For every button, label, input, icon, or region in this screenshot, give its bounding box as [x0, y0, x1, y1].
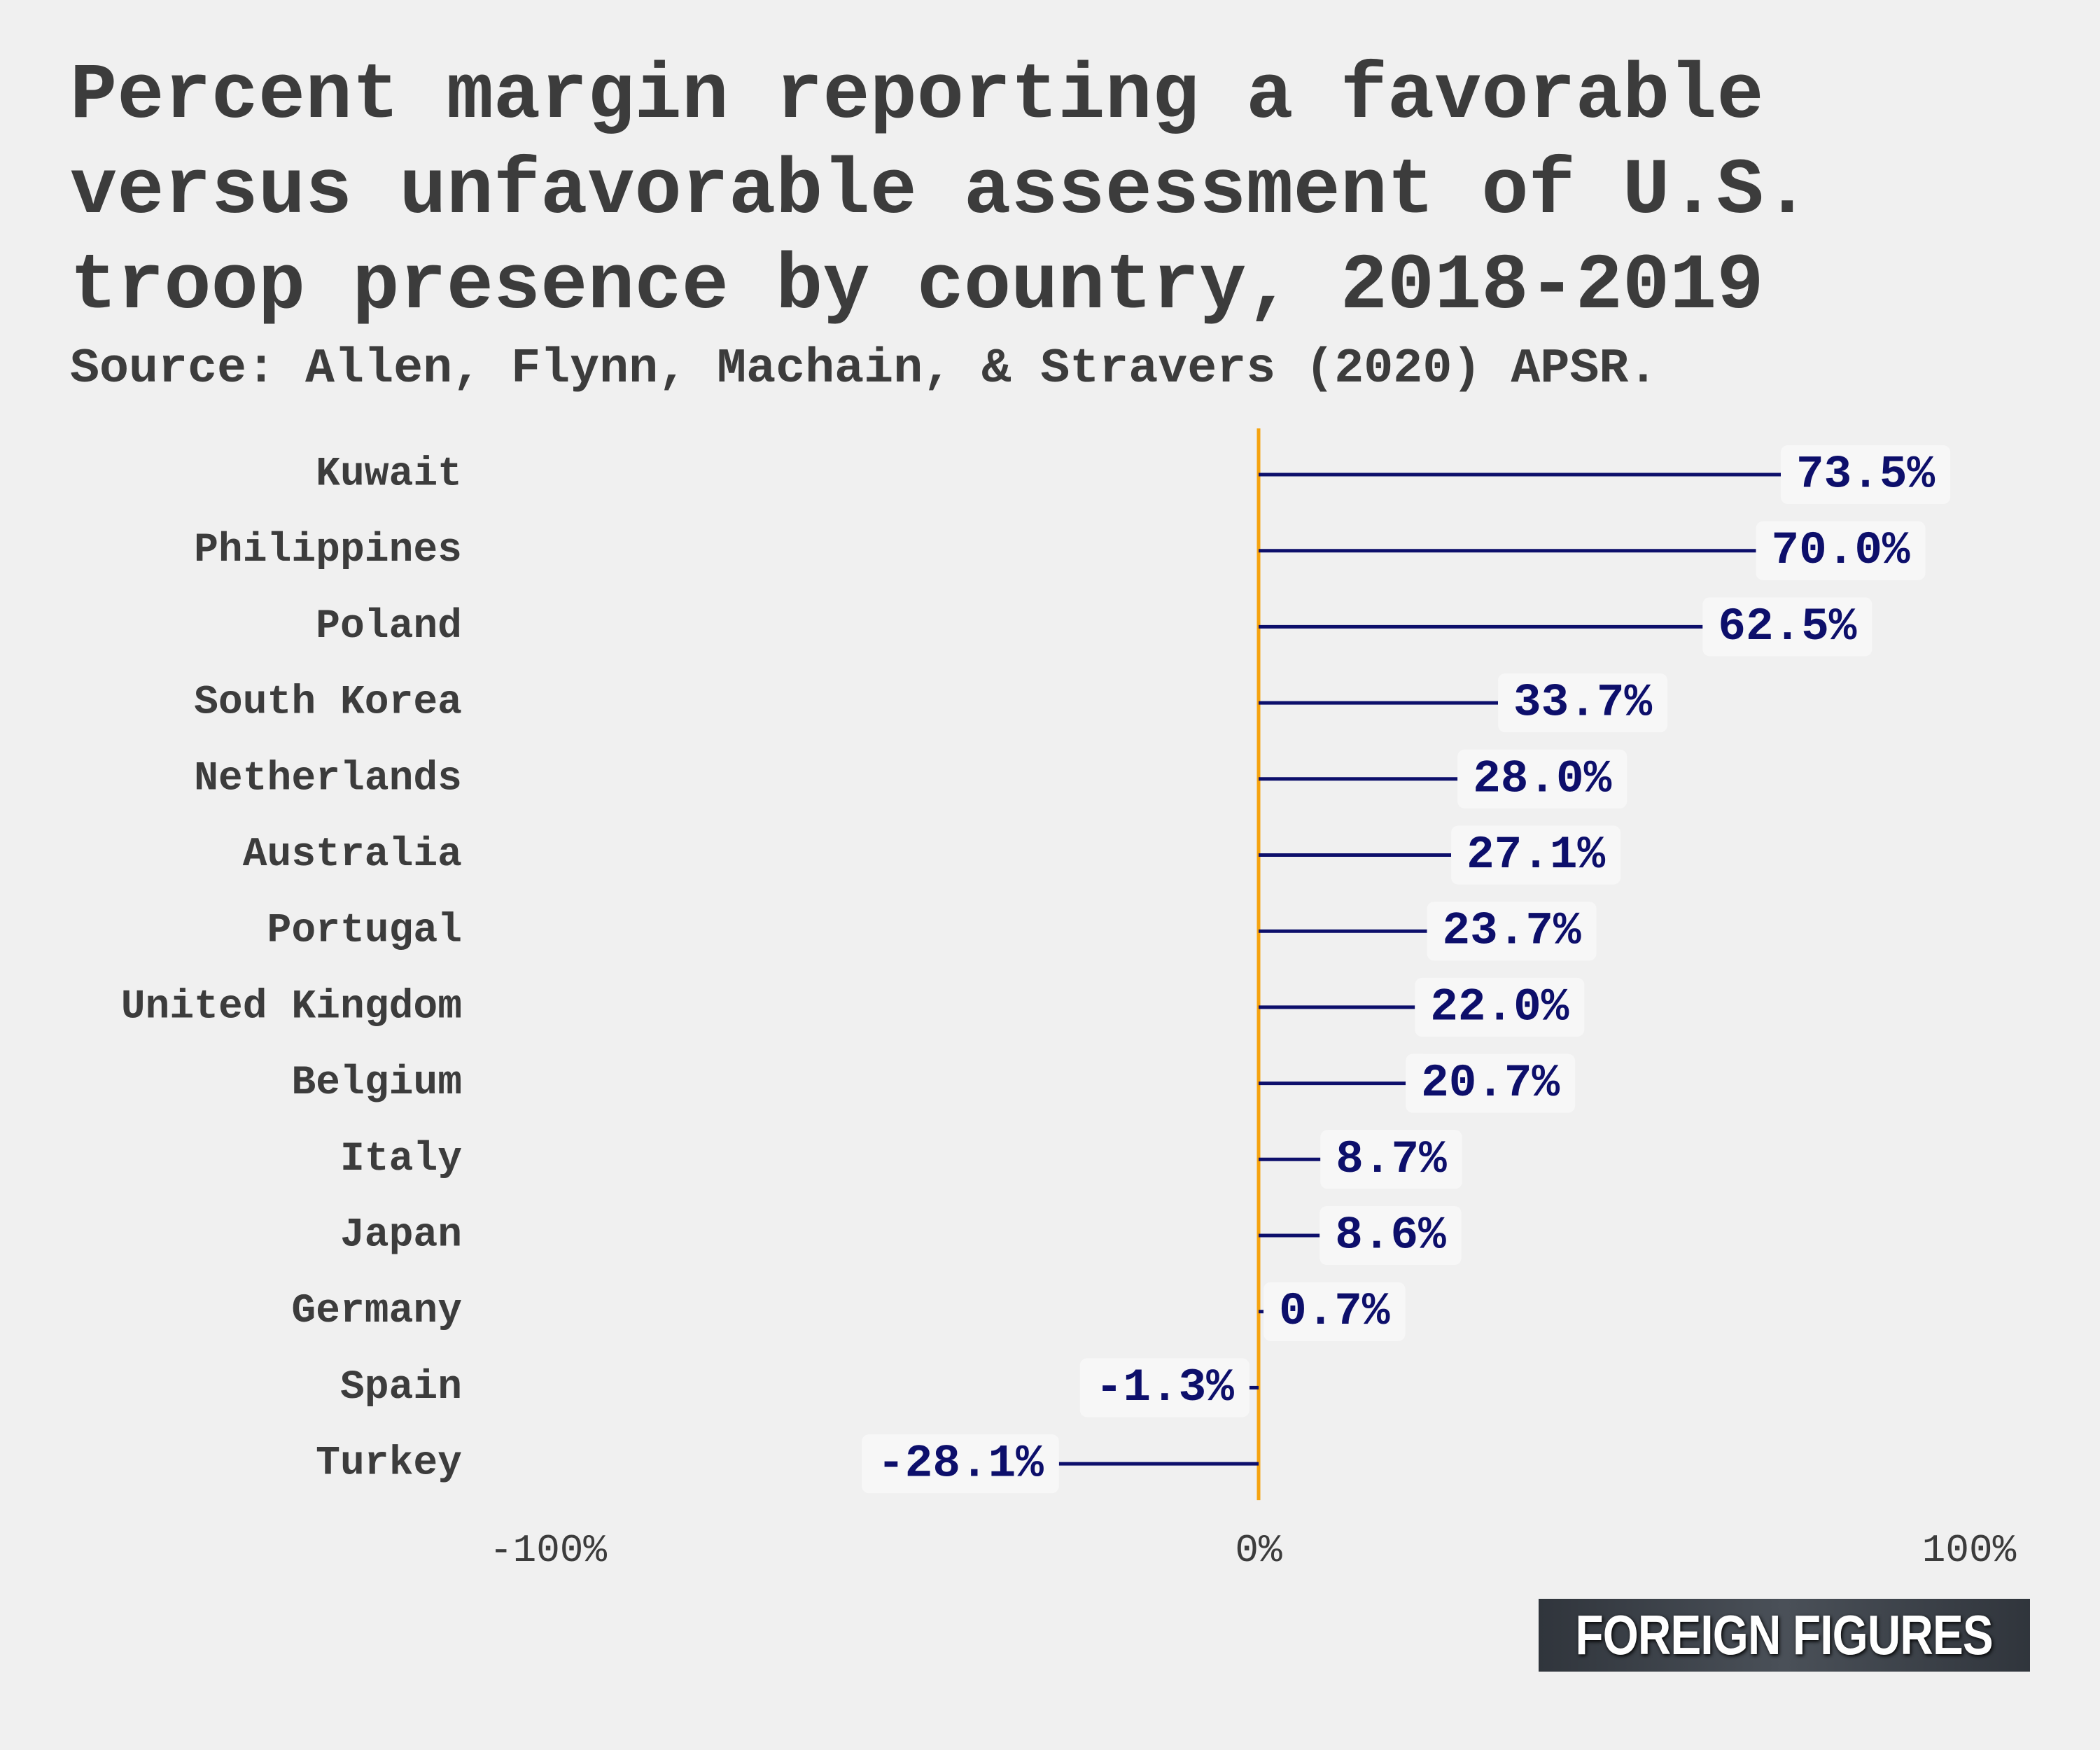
brand-text: FOREIGN FIGURES — [1575, 1604, 1994, 1666]
value-label: 0.7% — [1279, 1285, 1390, 1338]
title-line: Percent margin reporting a favorable — [70, 52, 1764, 141]
value-label: 20.7% — [1421, 1057, 1560, 1110]
category-label: Poland — [316, 604, 462, 650]
category-label: United Kingdom — [121, 984, 462, 1030]
category-label: Portugal — [267, 909, 462, 954]
value-label: 22.0% — [1430, 981, 1569, 1033]
value-label: 27.1% — [1466, 829, 1605, 881]
value-label-background — [1079, 1358, 1250, 1418]
lollipop-chart: Kuwait 73.5% Philippines 70.0% Poland 62.5% So… — [121, 428, 2017, 1573]
value-label-background — [1320, 1130, 1462, 1189]
value-label: 8.7% — [1336, 1133, 1447, 1186]
value-label-background — [1415, 977, 1585, 1037]
value-label-background — [1406, 1054, 1576, 1113]
category-label: Spain — [340, 1365, 462, 1410]
title-line: versus unfavorable assessment of U.S. — [70, 147, 1811, 236]
category-label: South Korea — [194, 680, 462, 726]
value-label-background — [862, 1434, 1059, 1494]
value-label: 70.0% — [1772, 524, 1910, 577]
value-label: 62.5% — [1718, 601, 1856, 653]
category-label: Netherlands — [194, 756, 462, 802]
x-tick-label: 0% — [1235, 1528, 1282, 1573]
category-label: Belgium — [291, 1060, 462, 1106]
value-label: -28.1% — [877, 1438, 1044, 1490]
value-label: -1.3% — [1096, 1362, 1234, 1414]
value-label: 28.0% — [1473, 752, 1611, 805]
value-label: 8.6% — [1335, 1210, 1446, 1262]
value-label: 73.5% — [1796, 449, 1935, 501]
value-label-background — [1702, 597, 1872, 657]
category-label: Philippines — [194, 528, 462, 573]
value-label-background — [1264, 1282, 1406, 1341]
title-line: troop presence by country, 2018-2019 — [70, 242, 1764, 331]
value-label-background — [1781, 445, 1951, 504]
value-label-background — [1320, 1206, 1462, 1265]
value-label: 33.7% — [1513, 677, 1652, 729]
x-tick-label: -100% — [489, 1528, 607, 1573]
category-label: Japan — [340, 1213, 462, 1259]
value-label-background — [1756, 521, 1926, 580]
value-label-background — [1498, 673, 1668, 733]
value-label-background — [1451, 825, 1621, 885]
category-label: Turkey — [316, 1441, 462, 1487]
chart-source: Source: Allen, Flynn, Machain, & Straver… — [70, 342, 1658, 397]
category-label: Kuwait — [316, 452, 462, 498]
value-label-background — [1427, 902, 1597, 961]
x-tick-label: 100% — [1922, 1528, 2017, 1573]
value-label-background — [1457, 749, 1628, 808]
value-label: 23.7% — [1443, 905, 1581, 958]
category-label: Italy — [340, 1137, 462, 1182]
category-label: Australia — [243, 832, 462, 878]
brand-logo: FOREIGN FIGURES — [1539, 1599, 2030, 1672]
chart-title: Percent margin reporting a favorable ver… — [70, 49, 2065, 335]
category-label: Germany — [291, 1289, 462, 1334]
